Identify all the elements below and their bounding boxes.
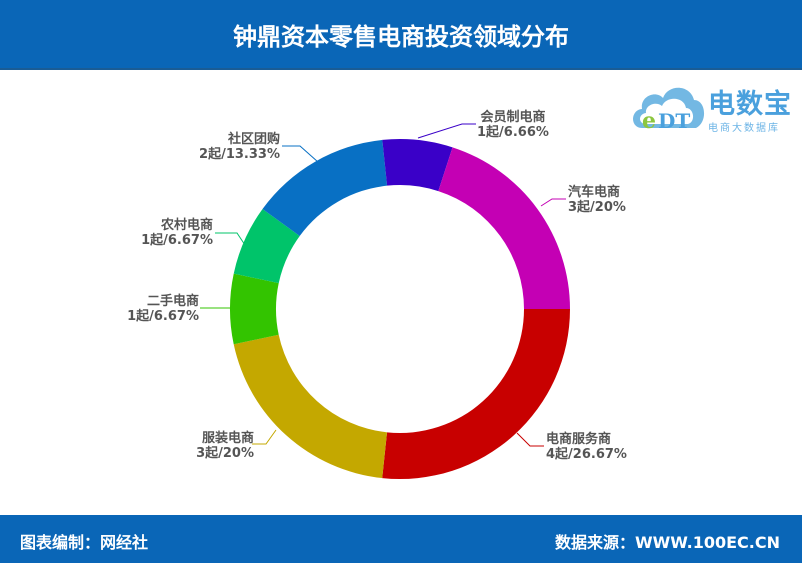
cloud-logo-icon: e DT bbox=[633, 87, 705, 134]
leader-line bbox=[215, 232, 246, 246]
label-rural-ecommerce: 农村电商 1起/6.67% bbox=[141, 218, 213, 248]
donut-slice bbox=[233, 208, 300, 284]
label-apparel-ecommerce: 服装电商 3起/20% bbox=[196, 431, 254, 461]
svg-text:e: e bbox=[642, 108, 656, 134]
label-value: 3起/20% bbox=[568, 200, 626, 215]
leader-line bbox=[417, 123, 476, 139]
donut-slice bbox=[382, 309, 570, 480]
label-value: 3起/20% bbox=[196, 446, 254, 461]
leader-line bbox=[282, 145, 319, 163]
label-name: 汽车电商 bbox=[568, 185, 621, 200]
label-value: 1起/6.67% bbox=[127, 309, 199, 324]
label-ecommerce-service: 电商服务商 4起/26.67% bbox=[546, 432, 627, 462]
footer-source: 数据来源：WWW.100EC.CN bbox=[554, 533, 780, 552]
leader-line bbox=[540, 198, 566, 207]
header-bar: 钟鼎资本零售电商投资领域分布 bbox=[0, 0, 802, 68]
label-name: 服装电商 bbox=[201, 431, 254, 446]
label-name: 会员制电商 bbox=[480, 110, 546, 125]
label-secondhand-ecommerce: 二手电商 1起/6.67% bbox=[127, 294, 199, 324]
label-value: 1起/6.67% bbox=[141, 233, 213, 248]
donut-slice bbox=[262, 139, 388, 237]
label-name: 二手电商 bbox=[146, 294, 199, 309]
label-membership-ecommerce: 会员制电商 1起/6.66% bbox=[477, 110, 549, 140]
logo-brand: 电数宝 bbox=[708, 89, 792, 120]
label-value: 4起/26.67% bbox=[546, 447, 627, 462]
label-community-group-buying: 社区团购 2起/13.33% bbox=[199, 132, 280, 162]
label-value: 2起/13.33% bbox=[199, 147, 280, 162]
footer-credit: 图表编制：网经社 bbox=[20, 533, 149, 552]
leader-line bbox=[252, 429, 277, 445]
header-divider bbox=[0, 68, 802, 70]
leader-line bbox=[516, 432, 544, 447]
label-auto-ecommerce: 汽车电商 3起/20% bbox=[568, 185, 626, 215]
donut-slices bbox=[229, 139, 570, 480]
leader-lines bbox=[200, 123, 566, 447]
donut-slice bbox=[438, 147, 570, 309]
logo-subtitle: 电商大数据库 bbox=[708, 123, 780, 134]
chart-title: 钟鼎资本零售电商投资领域分布 bbox=[233, 22, 569, 51]
label-name: 社区团购 bbox=[227, 132, 280, 147]
footer-bar: 图表编制：网经社 数据来源：WWW.100EC.CN bbox=[0, 515, 802, 563]
donut-slice bbox=[382, 139, 453, 192]
donut-slice bbox=[233, 334, 388, 479]
donut-slice bbox=[229, 273, 279, 345]
label-name: 电商服务商 bbox=[546, 432, 612, 447]
svg-text:DT: DT bbox=[658, 109, 690, 133]
logo: e DT 电数宝 电商大数据库 bbox=[628, 72, 798, 138]
label-value: 1起/6.66% bbox=[477, 125, 549, 140]
label-name: 农村电商 bbox=[160, 218, 213, 233]
